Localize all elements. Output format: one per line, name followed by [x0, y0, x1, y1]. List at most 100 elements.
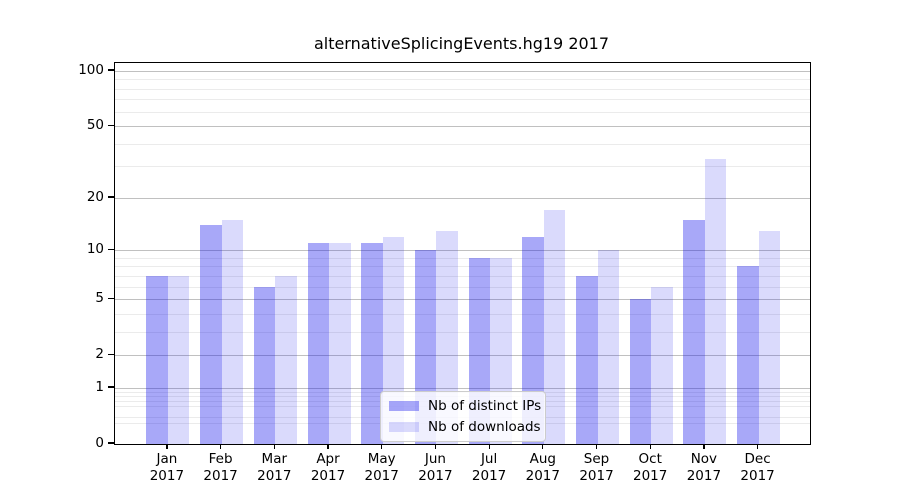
bar-downloads-sep — [597, 250, 619, 444]
bar-distinct-ips-dec — [737, 266, 759, 444]
bar-distinct-ips-mar — [253, 286, 276, 444]
major-gridline — [115, 126, 810, 128]
x-tick-year: 2017 — [257, 468, 292, 484]
bar-downloads-dec — [758, 230, 781, 444]
x-tick-year: 2017 — [740, 468, 775, 484]
major-gridline — [115, 71, 810, 72]
minor-gridline — [115, 88, 810, 90]
y-tick-mark — [108, 124, 114, 126]
legend-item-distinct-ips: Nb of distinct IPs — [389, 398, 541, 414]
x-tick-label-sep: Sep 2017 — [565, 451, 629, 485]
y-tick-label: 5 — [95, 290, 104, 307]
bar-distinct-ips-jan — [146, 275, 168, 444]
bar-downloads-aug — [543, 210, 566, 444]
x-tick-year: 2017 — [579, 468, 614, 484]
legend-label-distinct-ips: Nb of distinct IPs — [428, 398, 542, 414]
major-gridline — [115, 355, 810, 357]
x-tick-mark — [273, 444, 275, 449]
x-tick-mark — [220, 444, 222, 449]
y-tick-mark — [108, 248, 114, 250]
minor-gridline — [115, 266, 810, 268]
bar-downloads-apr — [329, 243, 351, 444]
legend: Nb of distinct IPs Nb of downloads — [380, 391, 546, 442]
plot-area: Nb of distinct IPs Nb of downloads — [114, 62, 811, 445]
x-tick-year: 2017 — [525, 468, 560, 484]
minor-gridline — [115, 99, 810, 101]
x-tick-mark — [703, 444, 705, 449]
x-tick-mark — [649, 444, 651, 449]
y-tick-mark — [108, 196, 114, 198]
x-tick-year: 2017 — [364, 468, 399, 484]
x-tick-month: Nov — [690, 451, 718, 467]
y-tick-mark — [108, 69, 114, 71]
y-tick-label: 0 — [95, 435, 104, 451]
x-tick-label-may: May 2017 — [350, 451, 414, 485]
x-tick-label-mar: Mar 2017 — [242, 451, 306, 485]
legend-item-downloads: Nb of downloads — [389, 419, 541, 435]
x-tick-label-dec: Dec 2017 — [726, 451, 790, 485]
x-tick-label-aug: Aug 2017 — [511, 451, 575, 485]
y-tick-mark — [108, 386, 114, 388]
bar-downloads-feb — [221, 219, 244, 444]
x-tick-month: Oct — [638, 451, 662, 467]
x-tick-month: Jan — [156, 451, 178, 467]
bar-distinct-ips-feb — [200, 225, 222, 444]
x-tick-label-nov: Nov 2017 — [672, 451, 736, 485]
minor-gridline — [115, 257, 810, 259]
y-tick-label: 1 — [95, 378, 104, 395]
x-tick-year: 2017 — [149, 468, 185, 484]
y-tick-mark — [108, 353, 114, 355]
major-gridline — [115, 387, 810, 389]
bar-downloads-nov — [704, 158, 727, 444]
bar-downloads-mar — [275, 275, 297, 444]
bar-downloads-jun — [436, 230, 458, 444]
x-tick-mark — [757, 444, 759, 449]
bar-distinct-ips-may — [361, 243, 383, 444]
x-tick-month: Mar — [261, 451, 288, 467]
major-gridline — [115, 250, 810, 252]
bar-downloads-jan — [167, 275, 190, 444]
minor-gridline — [115, 79, 810, 81]
minor-gridline — [115, 286, 810, 288]
y-tick-label: 10 — [86, 241, 104, 258]
x-tick-mark — [488, 444, 490, 449]
x-tick-label-apr: Apr 2017 — [296, 451, 360, 485]
x-tick-label-jul: Jul 2017 — [457, 451, 521, 485]
x-tick-mark — [327, 444, 329, 449]
minor-gridline — [115, 143, 810, 145]
x-tick-month: Jul — [480, 451, 498, 467]
bar-distinct-ips-nov — [683, 219, 705, 444]
chart-title: alternativeSplicingEvents.hg19 2017 — [313, 34, 610, 53]
x-tick-year: 2017 — [310, 468, 346, 484]
x-tick-label-jan: Jan 2017 — [135, 451, 199, 485]
x-tick-label-oct: Oct 2017 — [618, 451, 682, 485]
x-tick-mark — [542, 444, 544, 449]
x-tick-month: Dec — [744, 451, 771, 467]
x-tick-mark — [166, 444, 168, 449]
y-tick-label: 2 — [95, 346, 104, 363]
minor-gridline — [115, 166, 810, 168]
x-tick-month: May — [367, 451, 396, 467]
x-tick-month: Feb — [208, 451, 233, 467]
x-tick-mark — [434, 444, 437, 449]
x-tick-month: Sep — [583, 451, 610, 467]
x-tick-year: 2017 — [418, 468, 453, 484]
y-tick-label: 100 — [78, 62, 104, 78]
x-tick-label-jun: Jun 2017 — [403, 451, 467, 485]
bar-distinct-ips-sep — [576, 275, 598, 444]
y-tick-label: 50 — [86, 117, 104, 134]
x-tick-month: Aug — [529, 451, 556, 467]
minor-gridline — [115, 331, 810, 333]
y-tick-label: 20 — [86, 188, 104, 205]
minor-gridline — [115, 111, 810, 113]
x-tick-year: 2017 — [203, 468, 238, 484]
x-tick-label-feb: Feb 2017 — [189, 451, 253, 485]
x-tick-month: Jun — [424, 451, 446, 467]
legend-swatch-distinct-ips — [389, 401, 419, 411]
bar-downloads-oct — [651, 286, 673, 444]
x-tick-mark — [595, 444, 598, 449]
bar-distinct-ips-apr — [307, 243, 329, 444]
minor-gridline — [115, 275, 810, 277]
x-tick-year: 2017 — [686, 468, 722, 484]
